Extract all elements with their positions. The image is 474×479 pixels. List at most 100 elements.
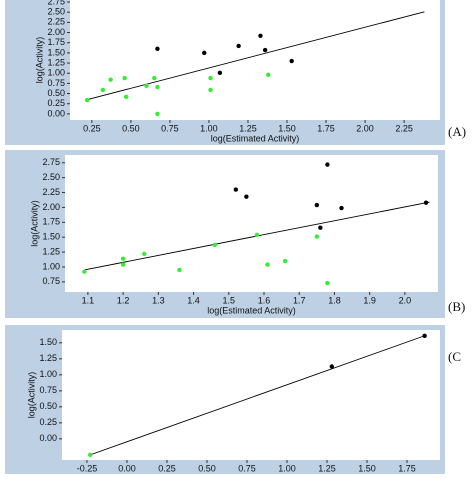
y-tick-label: 0.00 <box>39 433 57 443</box>
point <box>108 77 113 82</box>
fit-line <box>90 335 425 456</box>
y-tick-label: 2.50 <box>47 7 65 17</box>
x-tick-label: 1.6 <box>258 295 271 305</box>
point <box>258 33 263 38</box>
point <box>329 364 335 369</box>
point <box>120 262 126 267</box>
x-tick-label: 2.25 <box>395 123 413 133</box>
point <box>318 225 323 230</box>
x-tick-label: 0.50 <box>122 123 140 133</box>
point <box>124 94 129 100</box>
x-tick-label: 1.2 <box>117 295 130 305</box>
y-tick-label: 1.00 <box>39 369 57 379</box>
y-tick-label: 0.25 <box>47 98 65 108</box>
point <box>155 84 160 90</box>
panel-label: (B) <box>448 299 465 314</box>
point <box>325 162 330 167</box>
point <box>144 83 149 89</box>
x-tick-label: 1.7 <box>293 295 306 305</box>
point <box>120 256 126 261</box>
x-tick-label: 1.4 <box>187 295 200 305</box>
x-tick-label: 1.50 <box>358 463 376 473</box>
y-tick-label: 1.50 <box>42 232 60 242</box>
y-tick-label: 1.25 <box>42 246 60 256</box>
point <box>202 50 207 56</box>
x-tick-label: 0.25 <box>83 123 101 133</box>
y-tick-label: 1.50 <box>39 337 57 347</box>
point <box>155 46 160 52</box>
point <box>236 43 241 49</box>
y-tick-label: 1.00 <box>47 68 65 78</box>
y-tick-label: 1.25 <box>39 353 57 363</box>
point <box>282 258 288 264</box>
y-tick-label: 0.25 <box>39 417 57 427</box>
x-tick-label: 1.8 <box>328 295 341 305</box>
x-tick-label: 0.25 <box>158 463 176 473</box>
point <box>314 234 320 239</box>
point <box>208 75 213 81</box>
point <box>265 262 270 267</box>
fit-line <box>85 11 425 101</box>
point <box>217 70 223 76</box>
x-tick-label: 1.1 <box>82 295 95 305</box>
point <box>177 267 182 273</box>
point <box>208 87 213 93</box>
x-tick-label: 1.25 <box>239 123 257 133</box>
y-tick-label: 0.00 <box>47 108 65 118</box>
point <box>122 75 127 81</box>
y-tick-label: 2.25 <box>42 187 60 197</box>
y-tick-label: 2.75 <box>42 157 60 167</box>
x-axis-label: log(Estimated Activity) <box>211 133 300 143</box>
x-tick-label: 1.50 <box>278 123 296 133</box>
y-tick-label: 2.00 <box>42 202 60 212</box>
x-tick-label: 0.50 <box>198 463 216 473</box>
point <box>142 251 147 257</box>
y-tick-label: 1.75 <box>47 37 65 47</box>
x-tick-label: 2.00 <box>356 123 374 133</box>
point <box>325 280 330 286</box>
panel-label: (A) <box>448 124 466 139</box>
y-axis-label: log(Activity) <box>26 372 36 419</box>
x-tick-label: 1.00 <box>278 463 296 473</box>
y-tick-label: 2.75 <box>47 0 65 6</box>
point <box>339 205 344 211</box>
y-tick-label: 0.75 <box>42 276 60 286</box>
point <box>254 232 260 238</box>
x-tick-label: -0.25 <box>77 463 98 473</box>
point <box>289 58 294 64</box>
x-axis-label: log(Estimated Activity) <box>207 305 296 315</box>
x-tick-label: 0.00 <box>118 463 136 473</box>
point <box>100 87 105 93</box>
point <box>233 187 239 192</box>
y-tick-label: 1.00 <box>42 261 60 271</box>
x-tick-label: 1.00 <box>200 123 218 133</box>
point <box>82 269 87 274</box>
y-tick-label: 1.50 <box>47 47 65 57</box>
point <box>422 333 427 338</box>
plot-area <box>70 0 440 120</box>
x-tick-label: 1.5 <box>223 295 236 305</box>
x-tick-label: 1.25 <box>318 463 336 473</box>
y-tick-label: 0.50 <box>47 88 65 98</box>
point <box>84 97 90 103</box>
y-axis-label: log(Activity) <box>34 37 44 84</box>
plot-area <box>62 330 440 460</box>
y-tick-label: 0.75 <box>39 385 57 395</box>
x-tick-label: 0.75 <box>161 123 179 133</box>
x-tick-label: 0.75 <box>238 463 256 473</box>
point <box>244 194 249 199</box>
y-tick-label: 0.50 <box>39 401 57 411</box>
point <box>152 75 157 81</box>
y-tick-label: 2.25 <box>47 17 65 27</box>
plot-area <box>65 155 438 292</box>
point <box>266 72 271 78</box>
y-tick-label: 1.75 <box>42 217 60 227</box>
x-tick-label: 1.75 <box>398 463 416 473</box>
point <box>423 200 429 205</box>
point <box>212 242 217 248</box>
x-tick-label: 1.75 <box>317 123 335 133</box>
y-axis-label: log(Activity) <box>29 200 39 247</box>
point <box>155 111 160 117</box>
